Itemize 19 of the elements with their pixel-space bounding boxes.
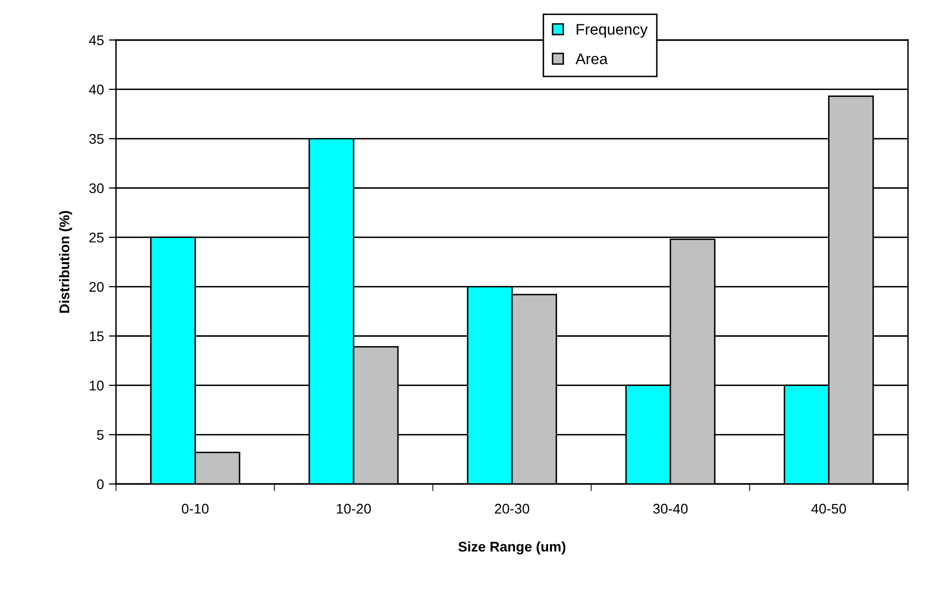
x-tick-label: 20-30 bbox=[494, 504, 530, 514]
y-tick-label: 30 bbox=[89, 183, 104, 194]
legend-label: Area bbox=[576, 54, 608, 64]
x-tick-label: 10-20 bbox=[336, 504, 371, 514]
y-tick-label: 40 bbox=[89, 84, 104, 95]
y-tick-label: 5 bbox=[97, 430, 104, 440]
y-tick-label: 0 bbox=[97, 479, 104, 490]
y-axis-title: Distribution (%) bbox=[59, 211, 72, 313]
y-tick-label: 45 bbox=[89, 35, 104, 46]
x-tick-label: 0-10 bbox=[182, 504, 209, 514]
y-tick-label: 25 bbox=[89, 232, 104, 243]
y-tick-label: 20 bbox=[89, 282, 104, 292]
y-tick-label: 10 bbox=[90, 380, 104, 391]
y-tick-label: 15 bbox=[90, 331, 104, 342]
legend-label: Frequency bbox=[576, 24, 648, 38]
x-tick-label: 40-50 bbox=[811, 504, 846, 514]
x-axis-title: Size Range (um) bbox=[458, 541, 566, 554]
x-tick-label: 30-40 bbox=[653, 504, 688, 514]
y-tick-label: 35 bbox=[89, 134, 104, 144]
